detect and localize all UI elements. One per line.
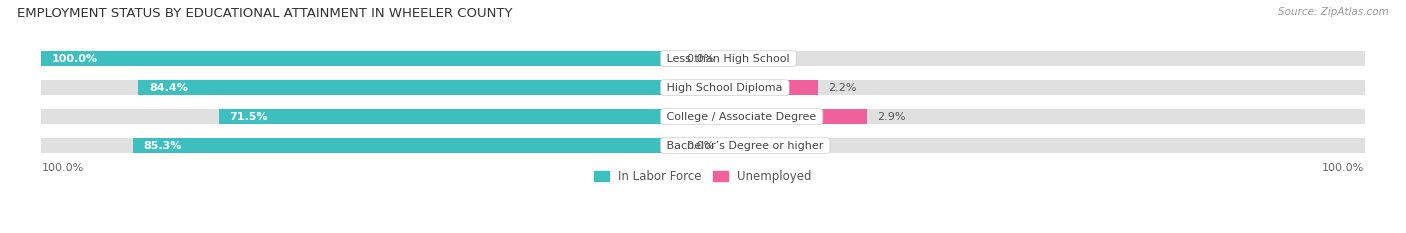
- Bar: [41, 109, 664, 124]
- Text: High School Diploma: High School Diploma: [664, 82, 786, 93]
- Bar: [664, 138, 676, 153]
- Text: 2.2%: 2.2%: [828, 82, 856, 93]
- Bar: [664, 51, 1365, 66]
- Text: 100.0%: 100.0%: [41, 164, 84, 174]
- Text: 0.0%: 0.0%: [686, 140, 714, 151]
- Text: 2.9%: 2.9%: [877, 112, 905, 122]
- Text: 84.4%: 84.4%: [149, 82, 188, 93]
- Bar: [664, 51, 676, 66]
- Bar: [664, 80, 817, 95]
- Bar: [41, 51, 664, 66]
- Text: Bachelor’s Degree or higher: Bachelor’s Degree or higher: [664, 140, 827, 151]
- Text: 100.0%: 100.0%: [52, 54, 98, 64]
- Bar: [41, 80, 664, 95]
- Legend: In Labor Force, Unemployed: In Labor Force, Unemployed: [589, 165, 817, 188]
- Text: College / Associate Degree: College / Associate Degree: [664, 112, 820, 122]
- Text: EMPLOYMENT STATUS BY EDUCATIONAL ATTAINMENT IN WHEELER COUNTY: EMPLOYMENT STATUS BY EDUCATIONAL ATTAINM…: [17, 7, 512, 20]
- Text: Source: ZipAtlas.com: Source: ZipAtlas.com: [1278, 7, 1389, 17]
- Bar: [41, 51, 664, 66]
- Bar: [664, 109, 1365, 124]
- Bar: [134, 138, 664, 153]
- Bar: [219, 109, 664, 124]
- Bar: [664, 109, 866, 124]
- Text: Less than High School: Less than High School: [664, 54, 793, 64]
- Bar: [41, 138, 664, 153]
- Bar: [138, 80, 664, 95]
- Text: 85.3%: 85.3%: [143, 140, 181, 151]
- Text: 71.5%: 71.5%: [229, 112, 267, 122]
- Bar: [664, 80, 1365, 95]
- Text: 0.0%: 0.0%: [686, 54, 714, 64]
- Text: 100.0%: 100.0%: [1322, 164, 1365, 174]
- Bar: [664, 138, 1365, 153]
